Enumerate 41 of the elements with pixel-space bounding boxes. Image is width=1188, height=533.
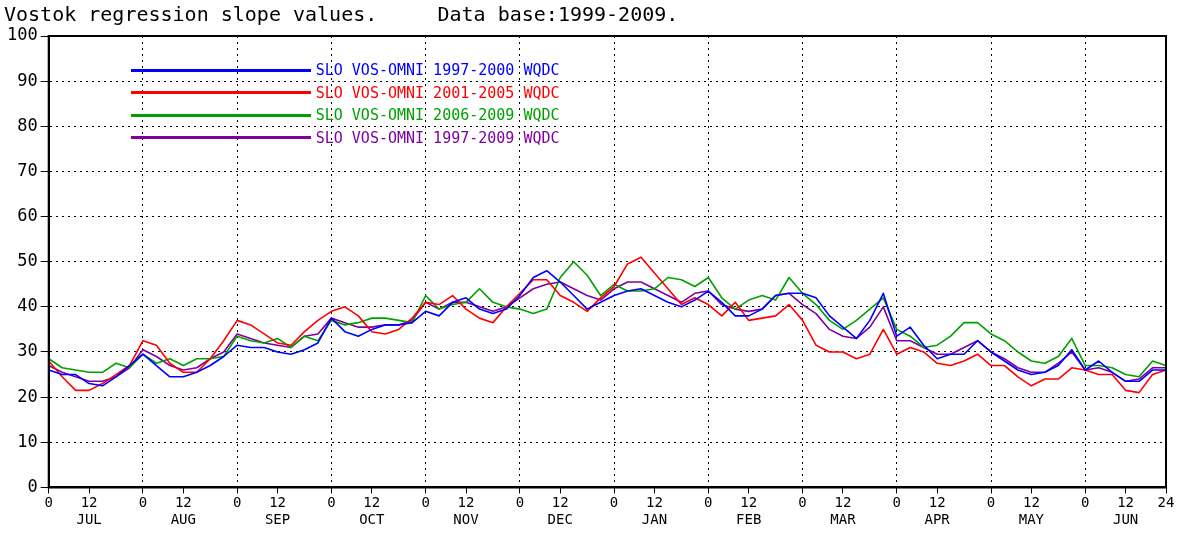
y-tick-label: 50	[17, 250, 38, 271]
x-tick-label: 12 OCT	[359, 494, 385, 528]
x-tick-label: 12 SEP	[264, 494, 291, 528]
x-tick-label: 12 NOV	[453, 494, 480, 528]
x-tick-label: 0	[232, 494, 242, 511]
x-tick-label: 0	[421, 494, 430, 511]
x-tick-label: 0	[44, 494, 53, 511]
text: SLO VOS-OMNI 2001-2005 WQDC	[315, 82, 560, 104]
x-tick-label: 0	[1081, 494, 1090, 511]
x-tick-label: 12 MAR	[830, 494, 857, 528]
y-tick-label: 0	[27, 475, 38, 496]
x-tick-label: 0	[138, 494, 148, 511]
y-tick-label: 70	[17, 159, 38, 180]
x-tick-label: 12 DEC	[547, 494, 573, 528]
chart-title: Vostok regression slope values. Data base:1999-2009.	[4, 2, 679, 27]
x-tick-label: 12 FEB	[736, 494, 762, 528]
x-tick-label: 12 JUL	[76, 494, 102, 528]
text: SLO VOS-OMNI 2006-2009 WQDC	[315, 105, 560, 127]
y-tick-label: 80	[17, 114, 38, 135]
x-tick-label: 0	[704, 494, 713, 511]
x-tick-label: 0	[892, 494, 901, 511]
y-tick-label: 40	[17, 295, 38, 316]
x-tick-label: 0	[515, 494, 525, 511]
x-tick-label: 12 JAN	[641, 494, 668, 528]
y-tick-label: 10	[17, 430, 38, 451]
y-tick-label: 20	[17, 385, 38, 406]
x-tick-label: 0	[986, 494, 996, 511]
x-tick-label: 12 AUG	[170, 494, 196, 528]
y-tick-label: 100	[6, 24, 38, 45]
y-tick-label: 90	[17, 69, 38, 90]
x-tick-label: 12 JUN	[1112, 494, 1139, 528]
x-tick-label: 0	[798, 494, 807, 511]
y-tick-label: 60	[17, 204, 38, 225]
y-tick-label: 30	[17, 340, 38, 361]
text: SLO VOS-OMNI 1997-2009 WQDC	[315, 127, 560, 149]
x-tick-label: 0	[609, 494, 619, 511]
text: SLO VOS-OMNI 1997-2000 WQDC	[315, 60, 560, 82]
x-tick-label: 24	[1157, 494, 1175, 511]
x-tick-label: 0	[327, 494, 336, 511]
x-tick-label: 12 MAY	[1018, 494, 1045, 528]
x-tick-label: 12 APR	[924, 494, 951, 528]
